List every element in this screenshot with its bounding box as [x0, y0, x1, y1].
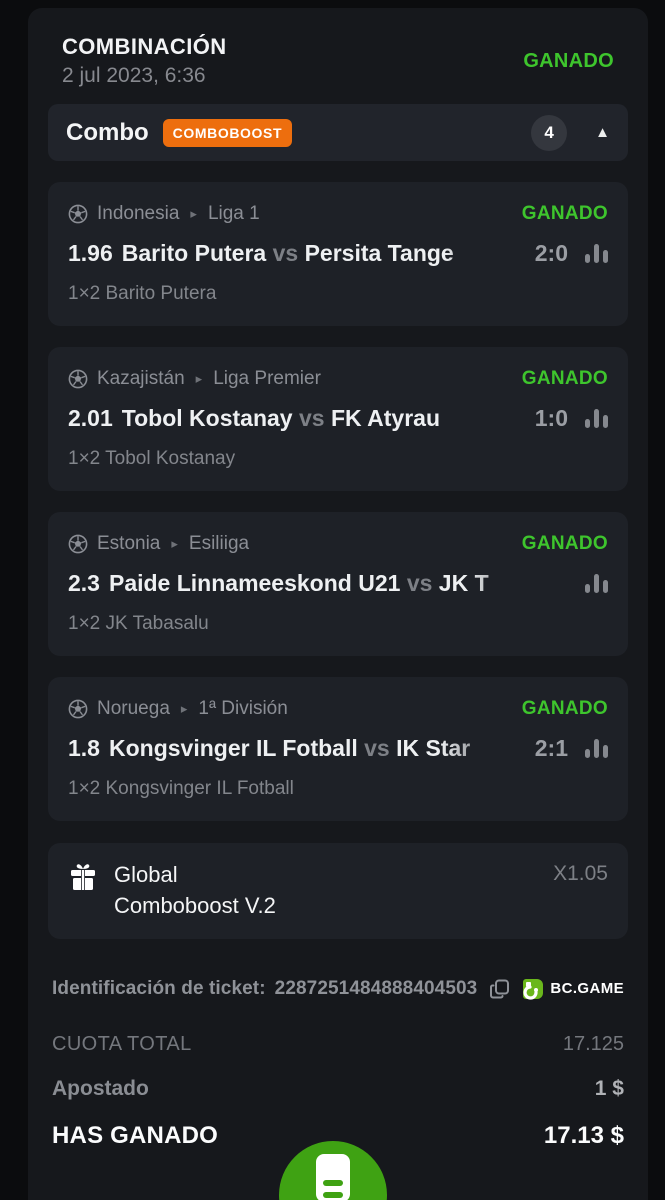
ticket-header: COMBINACIÓN 2 jul 2023, 6:36 GANADO [62, 34, 614, 88]
match-score: 2:0 [534, 240, 568, 267]
boost-multiplier: X1.05 [553, 862, 608, 886]
bet-card: Estonia ▸ Esiliiga GANADO 2.3 Paide Linn… [48, 512, 628, 657]
total-odds-label: CUOTA TOTAL [52, 1032, 192, 1055]
soccer-ball-icon [68, 204, 88, 224]
boost-title: Global Comboboost V.2 [114, 862, 276, 919]
ticket-id-value: 2287251484888404503 [274, 977, 478, 999]
stake-label: Apostado [52, 1076, 149, 1100]
comboboost-badge: COMBOBOOST [162, 118, 293, 147]
breadcrumb-separator-icon: ▸ [180, 701, 188, 717]
bet-card: Kazajistán ▸ Liga Premier GANADO 2.01 To… [48, 347, 628, 492]
soccer-ball-icon [68, 369, 88, 389]
league-breadcrumb: Kazajistán ▸ Liga Premier [68, 368, 321, 390]
league-label: Liga Premier [213, 368, 321, 390]
brand-logo: BC.GAME [522, 978, 624, 1000]
country-label: Noruega [97, 698, 170, 720]
league-label: Esiliiga [188, 533, 250, 555]
ticket-panel: COMBINACIÓN 2 jul 2023, 6:36 GANADO Comb… [28, 8, 648, 1200]
ticket-type-title: COMBINACIÓN [62, 34, 227, 59]
ticket-id-label: Identificación de ticket: [52, 977, 266, 999]
league-label: 1ª División [198, 698, 288, 720]
collapse-arrow-icon[interactable]: ▲ [595, 124, 610, 142]
match-name[interactable]: Kongsvinger IL Fotball vs IK Star [108, 735, 471, 762]
market-pick-label: 1×2 Kongsvinger IL Fotball [68, 778, 294, 800]
bet-status-badge: GANADO [521, 368, 608, 390]
soccer-ball-icon [68, 699, 88, 719]
odds-value: 2.01 [68, 405, 113, 432]
match-score: 1:0 [534, 405, 568, 432]
league-breadcrumb: Indonesia ▸ Liga 1 [68, 203, 260, 225]
stats-bars-icon[interactable] [585, 409, 608, 429]
odds-value: 2.3 [68, 570, 100, 597]
match-name[interactable]: Tobol Kostanay vs FK Atyrau [121, 405, 441, 432]
gift-icon [71, 864, 95, 891]
copy-icon[interactable] [488, 977, 512, 1001]
winnings-value: 17.13 $ [543, 1121, 624, 1149]
combo-label: Combo [66, 118, 149, 146]
market-pick-label: 1×2 Barito Putera [68, 283, 217, 305]
bet-status-badge: GANADO [521, 203, 608, 225]
ticket-status-badge: GANADO [523, 49, 614, 72]
league-label: Liga 1 [207, 203, 260, 225]
ticket-header-left: COMBINACIÓN 2 jul 2023, 6:36 [62, 34, 227, 88]
stake-value: 1 $ [594, 1076, 624, 1100]
league-breadcrumb: Estonia ▸ Esiliiga [68, 533, 249, 555]
breadcrumb-separator-icon: ▸ [190, 206, 197, 222]
match-name[interactable]: Barito Putera vs Persita Tange [121, 240, 454, 267]
market-pick-label: 1×2 Tobol Kostanay [68, 448, 236, 470]
comboboost-card: Global Comboboost V.2 X1.05 [48, 843, 628, 939]
breadcrumb-separator-icon: ▸ [171, 536, 178, 552]
league-breadcrumb: Noruega ▸ 1ª División [68, 698, 288, 720]
stake-row: Apostado 1 $ [52, 1077, 624, 1101]
odds-value: 1.96 [68, 240, 113, 267]
stats-bars-icon[interactable] [585, 739, 608, 759]
match-name[interactable]: Paide Linnameeskond U21 vs JK T [108, 570, 489, 597]
total-odds-value: 17.125 [562, 1032, 624, 1055]
selections-count-badge: 4 [531, 114, 568, 151]
soccer-ball-icon [68, 534, 88, 554]
ticket-date: 2 jul 2023, 6:36 [62, 64, 206, 88]
bet-card: Noruega ▸ 1ª División GANADO 1.8 Kongsvi… [48, 677, 628, 822]
ticket-icon [316, 1154, 350, 1200]
combo-row[interactable]: Combo COMBOBOOST 4 ▲ [48, 104, 628, 162]
country-label: Indonesia [97, 203, 180, 225]
winnings-label: HAS GANADO [52, 1121, 219, 1149]
total-odds-row: CUOTA TOTAL 17.125 [52, 1033, 624, 1056]
breadcrumb-separator-icon: ▸ [195, 371, 203, 387]
match-score: 2:1 [534, 735, 568, 762]
country-label: Estonia [97, 533, 161, 555]
market-pick-label: 1×2 JK Tabasalu [68, 613, 209, 635]
winnings-row: HAS GANADO 17.13 $ [52, 1122, 624, 1150]
bcgame-icon [523, 978, 544, 1000]
brand-name: BC.GAME [550, 980, 624, 998]
bet-status-badge: GANADO [521, 533, 608, 555]
ticket-id-row: Identificación de ticket: 22872514848884… [52, 977, 624, 1001]
bet-card: Indonesia ▸ Liga 1 GANADO 1.96 Barito Pu… [48, 182, 628, 327]
country-label: Kazajistán [97, 368, 185, 390]
odds-value: 1.8 [68, 735, 100, 762]
stats-bars-icon[interactable] [585, 574, 608, 594]
stats-bars-icon[interactable] [585, 244, 608, 264]
bet-status-badge: GANADO [521, 698, 608, 720]
